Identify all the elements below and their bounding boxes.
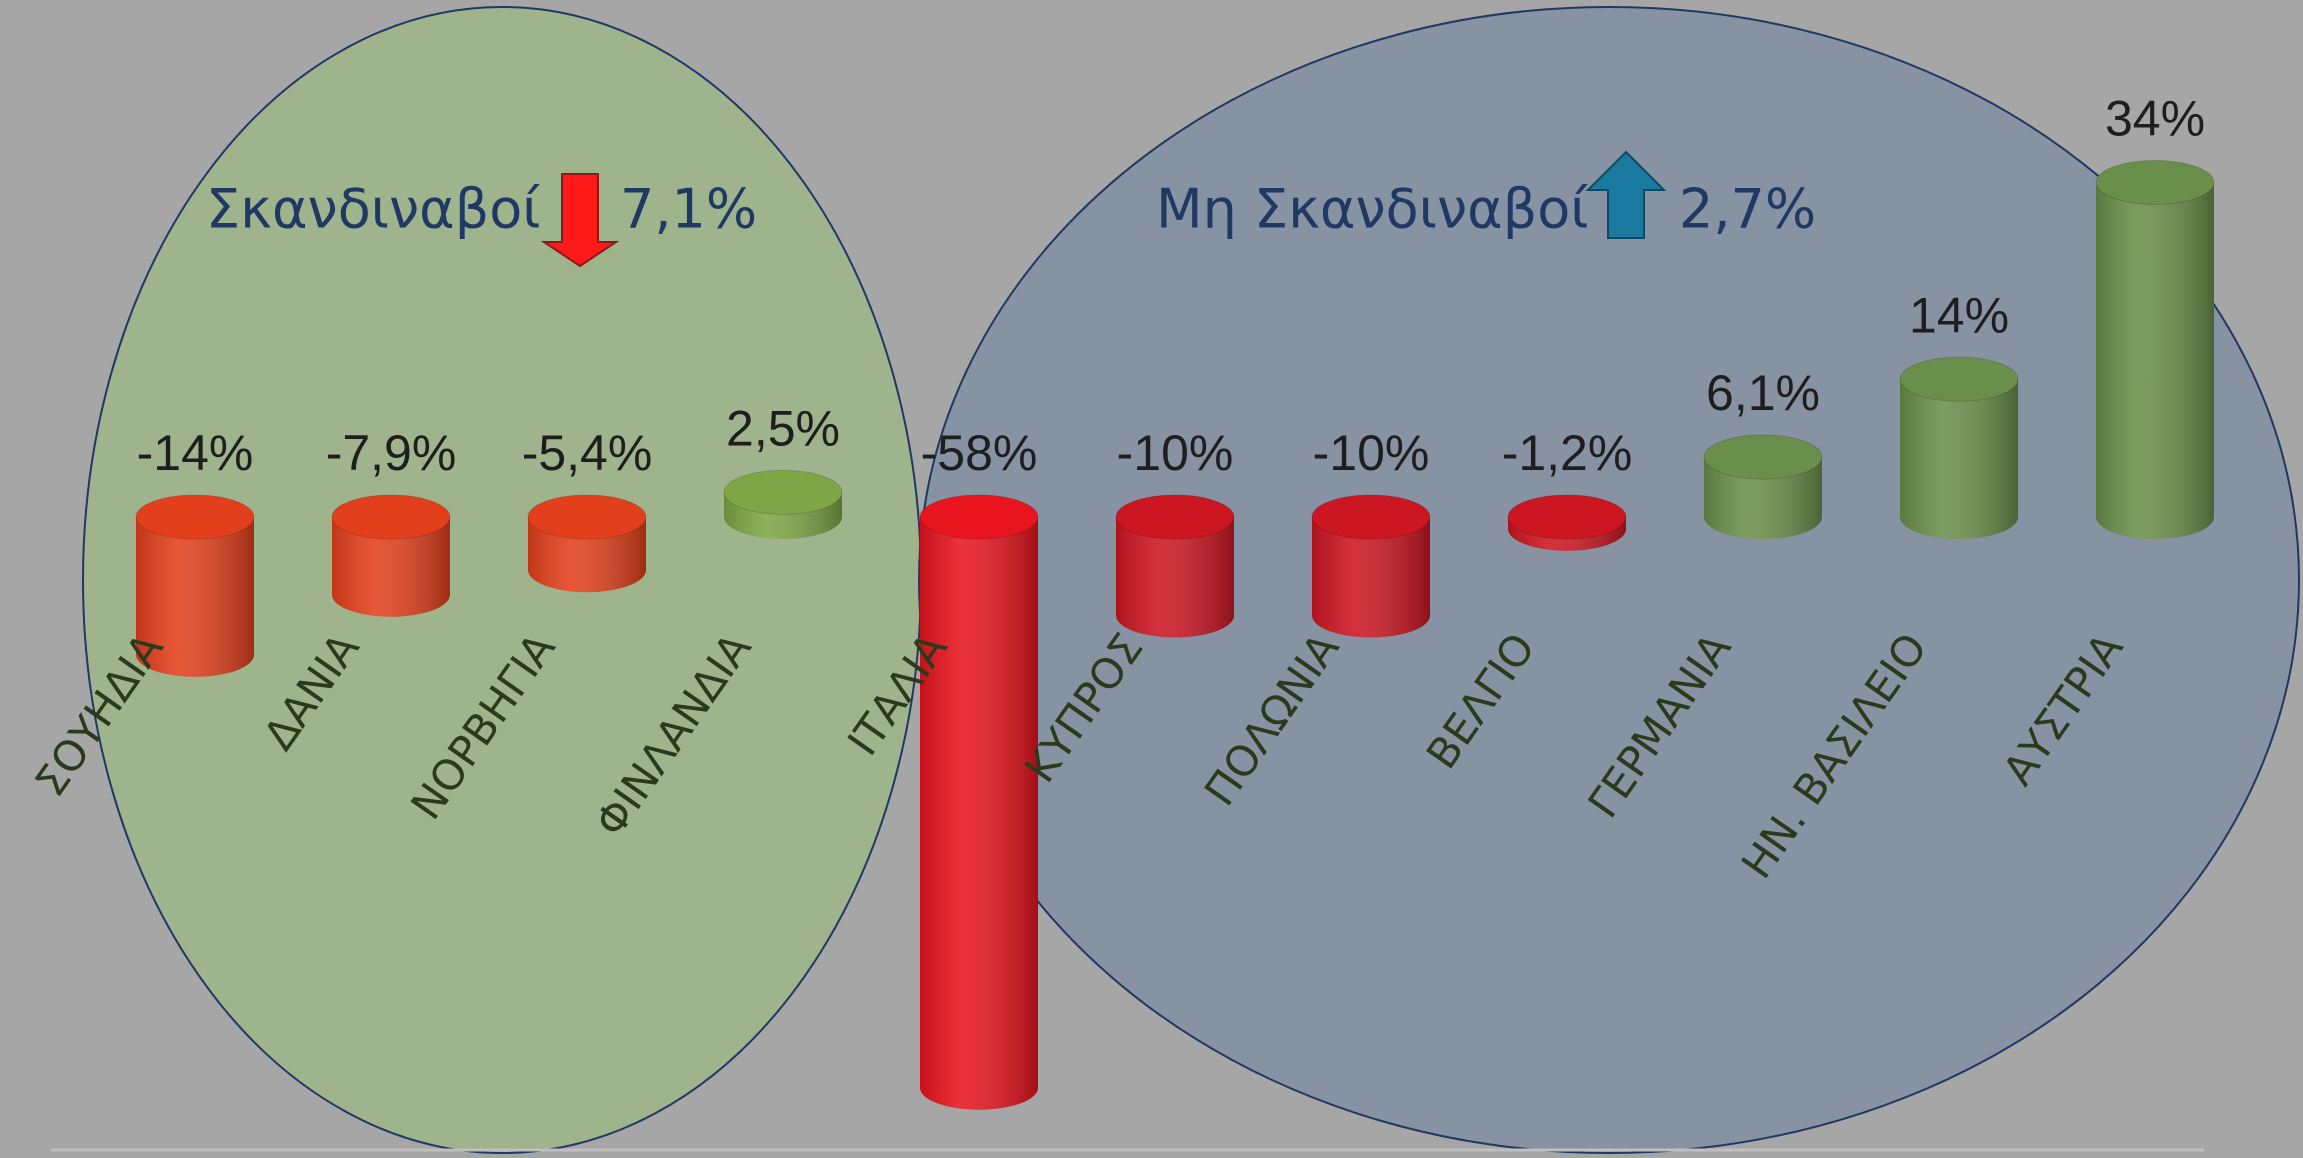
bar-top [919, 494, 1039, 540]
value-label: -7,9% [326, 425, 457, 481]
value-label: 14% [1909, 287, 2009, 343]
value-label: 2,5% [726, 401, 840, 457]
down-arrow [540, 173, 620, 268]
group-ellipse [918, 6, 2300, 1154]
up-arrow [1585, 150, 1667, 239]
value-label: -10% [1117, 425, 1234, 481]
value-label: -1,2% [1502, 425, 1633, 481]
bar-shade [920, 517, 1038, 1088]
bar-top [723, 469, 843, 515]
bar-top [135, 494, 255, 540]
bar-shade [1900, 379, 2018, 517]
annotation: Μη Σκανδιναβοί [1156, 178, 1589, 241]
bar-top [331, 494, 451, 540]
value-label: 34% [2105, 91, 2205, 147]
value-label: -14% [137, 425, 254, 481]
annotation-value: 7,1% [620, 178, 757, 241]
bar-top [1115, 494, 1235, 540]
bar-top [2095, 159, 2215, 205]
bar-top [1311, 494, 1431, 540]
annotation-value: 2,7% [1679, 178, 1816, 241]
bar-shade [136, 517, 254, 655]
value-label: -10% [1313, 425, 1430, 481]
bar-top [1703, 434, 1823, 480]
bar-shade [2096, 182, 2214, 517]
annotation: Σκανδιναβοί [206, 178, 541, 241]
value-label: 6,1% [1706, 365, 1820, 421]
bar-top [1899, 356, 2019, 402]
value-label: -58% [921, 425, 1038, 481]
value-label: -5,4% [522, 425, 653, 481]
bar-top [527, 494, 647, 540]
bar-top [1507, 494, 1627, 540]
